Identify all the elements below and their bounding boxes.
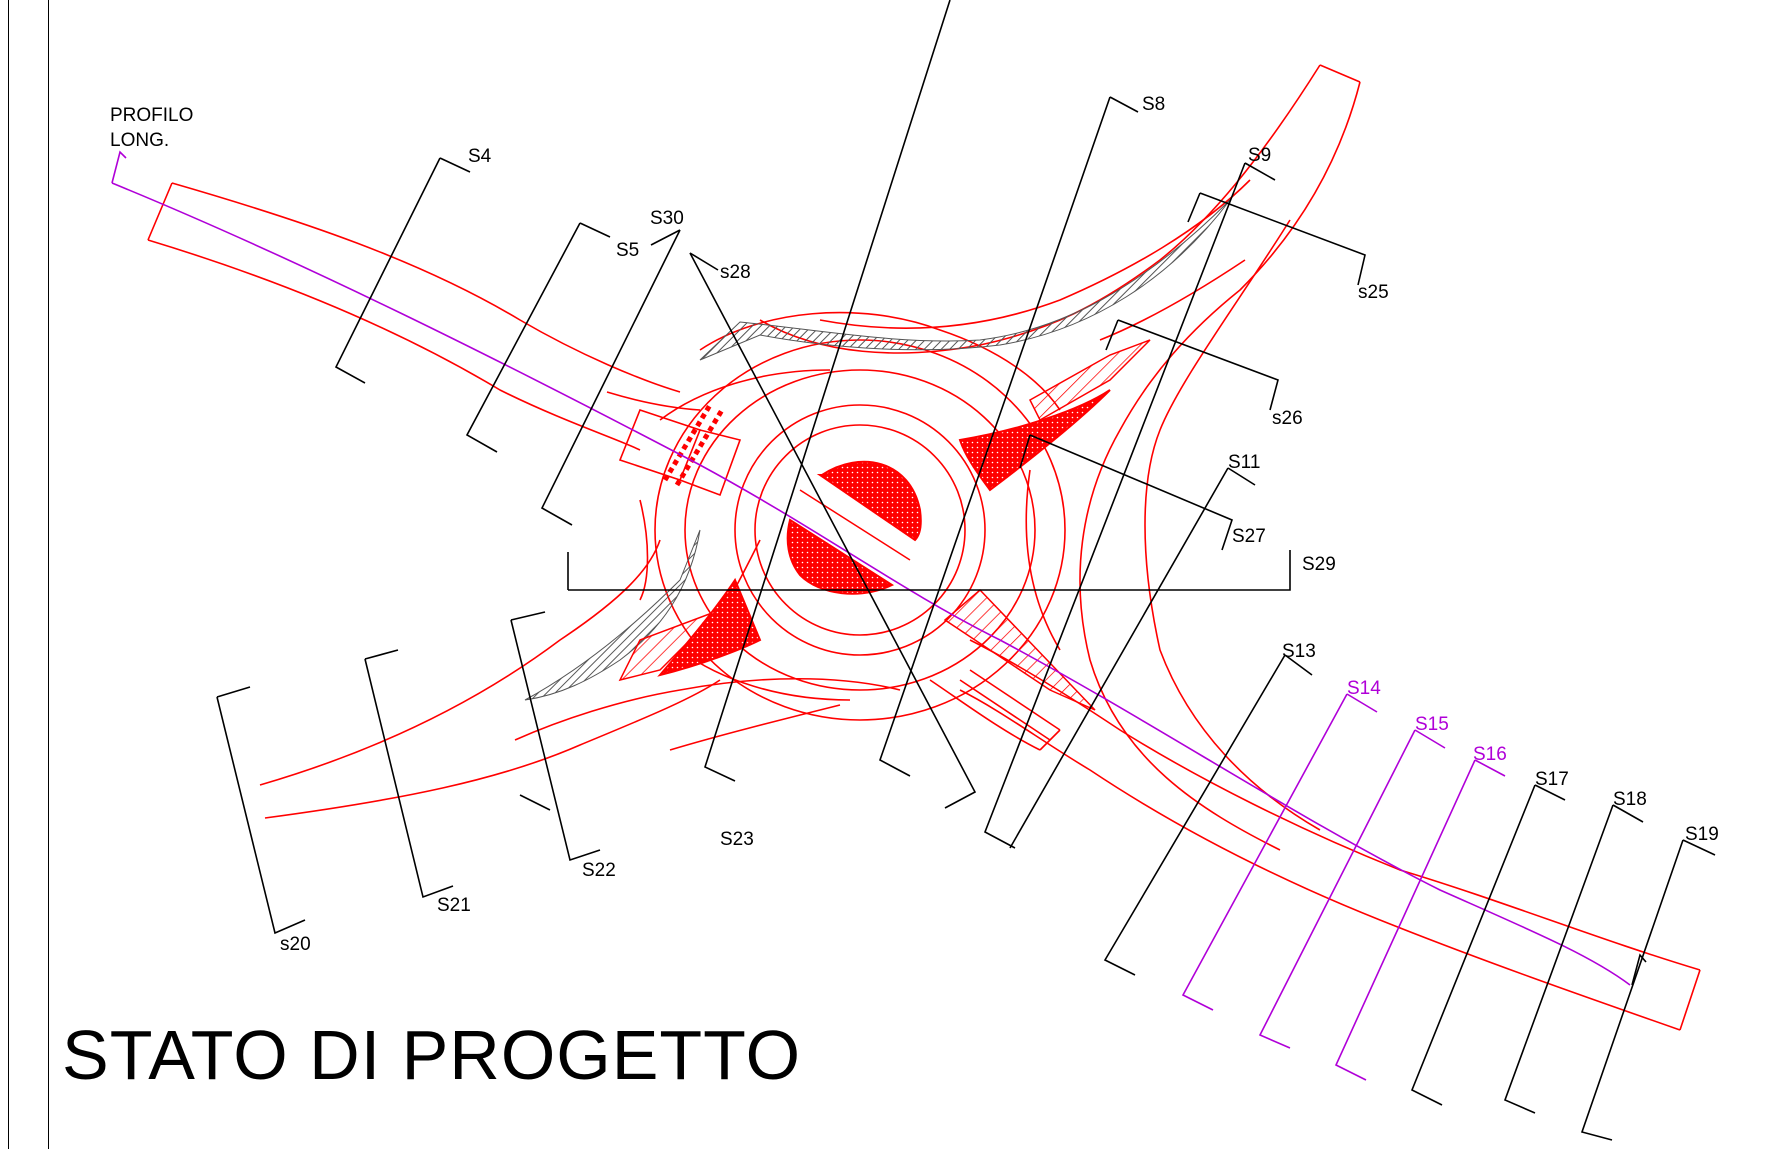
section-line-S13	[1103, 654, 1286, 976]
crosswalk-west	[662, 403, 725, 487]
section-line-S29	[568, 550, 1291, 591]
section-line-S15	[1258, 729, 1416, 1049]
section-label-S5: S5	[616, 240, 639, 261]
section-line-S21	[364, 658, 454, 899]
section-label-S15: S15	[1415, 714, 1449, 735]
road-end-west	[147, 182, 173, 241]
section-label-S30: S30	[650, 208, 684, 229]
section-label-S11: S11	[1228, 452, 1260, 473]
profile-label: PROFILO LONG.	[110, 103, 193, 153]
section-label-S14: S14	[1347, 678, 1381, 699]
section-label-S16: S16	[1473, 744, 1507, 765]
section-line-s20	[216, 696, 306, 935]
section-line-S16	[1334, 759, 1476, 1081]
section-line-S9	[983, 162, 1246, 849]
page-title: STATO DI PROGETTO	[62, 1016, 802, 1094]
section-line-S30	[540, 229, 681, 526]
section-line-S18	[1503, 804, 1614, 1114]
section-label-S9: S9	[1248, 145, 1271, 166]
frame-border-inner	[48, 0, 49, 1149]
longitudinal-profile-line	[111, 182, 1631, 986]
section-label-S17: S17	[1535, 769, 1569, 790]
section-line-S22	[510, 619, 601, 862]
hatched-shoulder-southwest	[524, 529, 701, 701]
section-line-S17	[1410, 784, 1536, 1106]
section-label-s28: s28	[720, 262, 751, 283]
profile-arrow-start	[111, 150, 127, 184]
central-island-divider	[799, 489, 911, 561]
section-label-S29: S29	[1302, 554, 1336, 575]
section-line-S4	[334, 157, 441, 384]
section-line-S14	[1181, 693, 1348, 1011]
splitter-island-east	[958, 389, 1111, 492]
section-label-S22: S22	[582, 860, 616, 881]
frame-border-outer	[8, 0, 9, 1149]
section-label-S23: S23	[720, 829, 754, 850]
section-label-S19: S19	[1685, 824, 1719, 845]
section-line-S23	[704, 0, 951, 782]
profile-label-line1: PROFILO	[110, 105, 194, 126]
section-line-s28	[689, 252, 977, 809]
section-line-s26	[1117, 319, 1279, 411]
section-label-s20: s20	[280, 934, 311, 955]
section-label-S13: S13	[1282, 641, 1316, 662]
profile-label-line2: LONG.	[110, 130, 170, 151]
section-label-s26: s26	[1272, 408, 1303, 429]
central-island-upper	[816, 460, 922, 542]
splitter-island-southwest	[657, 577, 762, 677]
hatched-shoulder-north	[699, 199, 1231, 361]
profile-arrow-end	[1631, 953, 1647, 986]
road-end-northeast	[1319, 64, 1361, 83]
section-label-S18: S18	[1613, 789, 1647, 810]
section-lines	[216, 0, 1716, 1141]
section-labels: S4 S5 S8 S9 S11 S13 S14 S15 S16 S17 S18 …	[280, 94, 1719, 955]
road-end-southeast	[1679, 969, 1701, 1031]
highlighted-section-lines	[1181, 693, 1506, 1081]
section-label-S4: S4	[468, 146, 492, 167]
section-label-S8: S8	[1142, 94, 1165, 115]
section-line-S27	[1029, 434, 1233, 551]
section-label-s25: s25	[1358, 282, 1389, 303]
section-label-S21: S21	[437, 895, 471, 916]
section-line-s25	[1199, 192, 1366, 286]
central-island-lower	[786, 518, 895, 595]
section-line-S19	[1580, 839, 1684, 1141]
hatched-island-east	[1029, 339, 1151, 422]
section-line-S5	[465, 222, 581, 453]
section-line-S11	[1009, 467, 1229, 849]
section-line-S8	[879, 96, 1111, 777]
section-label-S27: S27	[1232, 526, 1266, 547]
road-geometry	[147, 64, 1701, 1031]
